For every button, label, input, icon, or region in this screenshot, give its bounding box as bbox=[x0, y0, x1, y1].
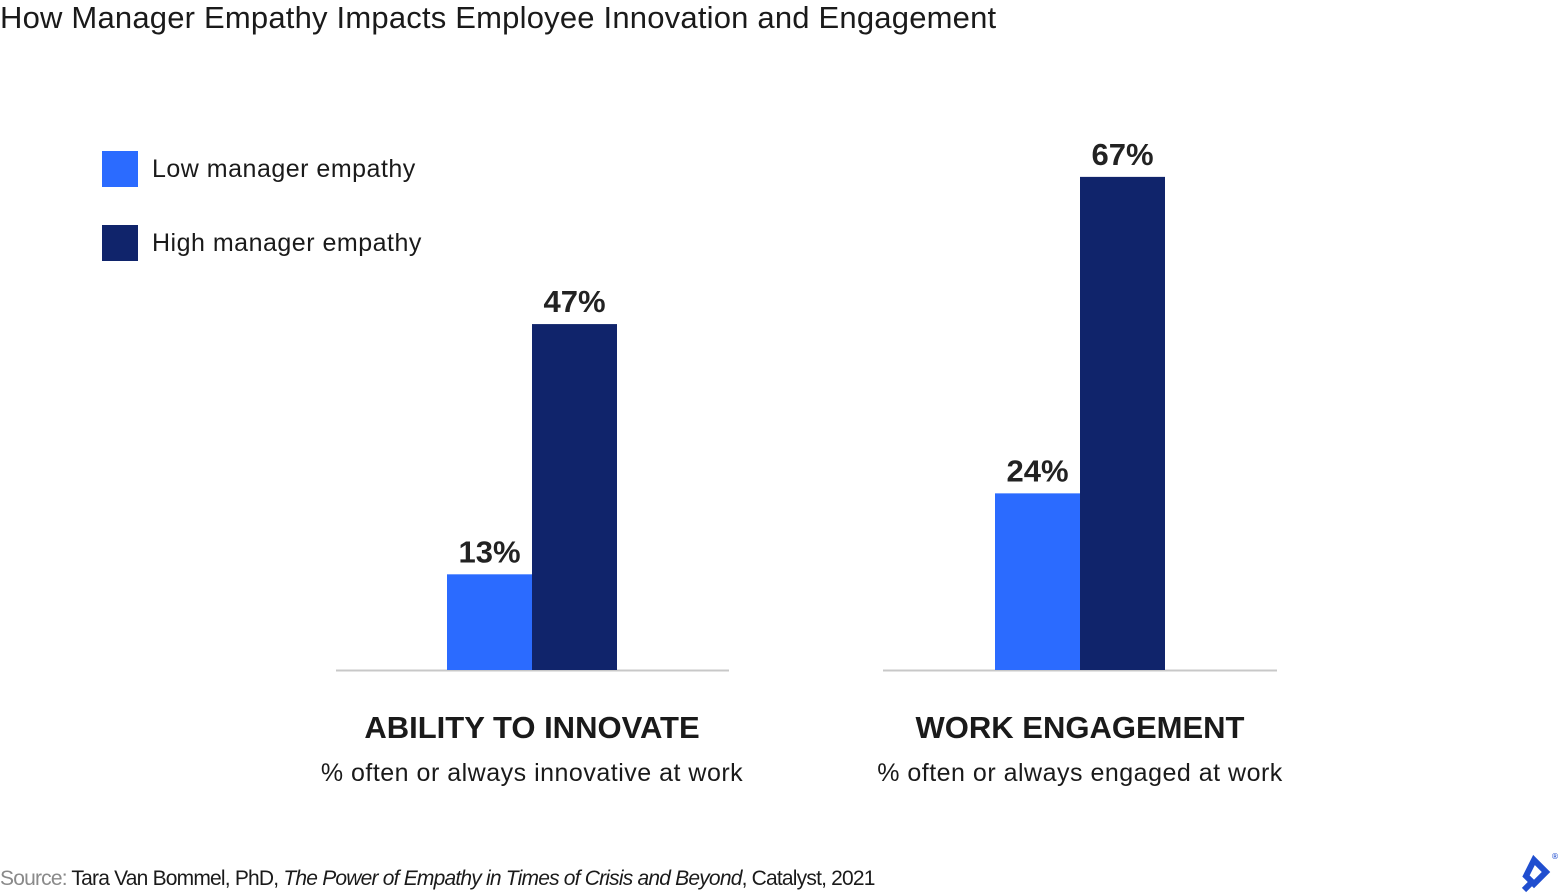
bar-low-1 bbox=[995, 493, 1080, 670]
legend-swatch-low bbox=[102, 151, 138, 187]
source-work: The Power of Empathy in Times of Crisis … bbox=[283, 867, 742, 890]
source-author: Tara Van Bommel, PhD, bbox=[66, 867, 284, 890]
toptal-logo-icon: ® bbox=[1521, 852, 1558, 893]
chart-title: How Manager Empathy Impacts Employee Inn… bbox=[0, 0, 997, 35]
legend-label-low: Low manager empathy bbox=[152, 154, 416, 183]
legend-item-high: High manager empathy bbox=[102, 225, 422, 261]
category-title-engagement: WORK ENGAGEMENT bbox=[915, 710, 1245, 745]
bar-high-1 bbox=[1080, 176, 1165, 670]
legend-swatch-high bbox=[102, 225, 138, 261]
data-label: 67% bbox=[1091, 137, 1153, 172]
category-title-innovate: ABILITY TO INNOVATE bbox=[364, 710, 700, 745]
bar-low-0 bbox=[447, 574, 532, 670]
data-label: 24% bbox=[1006, 453, 1068, 488]
data-label: 13% bbox=[458, 534, 520, 569]
category-subtitle-engagement: % often or always engaged at work bbox=[877, 759, 1283, 787]
svg-text:®: ® bbox=[1551, 852, 1558, 861]
source-rest: , Catalyst, 2021 bbox=[741, 867, 876, 890]
bar-high-0 bbox=[532, 324, 617, 670]
source-citation: Source: Tara Van Bommel, PhD, The Power … bbox=[0, 867, 876, 891]
source-label: Source: bbox=[0, 867, 68, 890]
legend-item-low: Low manager empathy bbox=[102, 151, 416, 187]
category-subtitle-innovate: % often or always innovative at work bbox=[320, 759, 744, 787]
data-label: 47% bbox=[543, 284, 605, 319]
legend-label-high: High manager empathy bbox=[152, 228, 422, 257]
